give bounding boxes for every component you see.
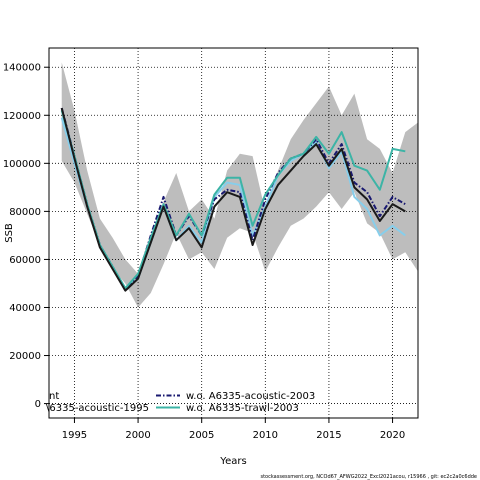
- y-tick-label: 120000: [3, 111, 41, 122]
- y-tick-label: 60000: [9, 255, 41, 266]
- y-tick-label: 40000: [9, 303, 41, 314]
- x-axis-title: Years: [219, 456, 246, 467]
- y-tick-label: 20000: [9, 351, 41, 362]
- y-tick-label: 100000: [3, 159, 41, 170]
- footer-credit: stockassessment.org, NCOd67_AFWG2022_Exc…: [260, 474, 477, 480]
- y-tick-label: 80000: [9, 207, 41, 218]
- series-layer: [60, 107, 406, 292]
- legend-label: w.o. A6335-acoustic-2003: [186, 391, 315, 402]
- x-tick-label: 2015: [316, 430, 341, 441]
- x-tick-label: 2000: [125, 430, 150, 441]
- legend-label: \6335-acoustic-1995: [46, 403, 149, 414]
- x-tick-label: 2020: [380, 430, 405, 441]
- series-line-4: [60, 107, 406, 292]
- legend: nt\6335-acoustic-1995 w.o. A6335-acoustic…: [46, 391, 315, 414]
- legend-label: nt: [49, 391, 59, 402]
- y-ticks: 0 20000 40000 60000 80000 100000 120000 140000: [3, 63, 49, 410]
- y-axis-title: SSB: [4, 223, 15, 243]
- y-tick-label: 0: [35, 399, 41, 410]
- x-tick-label: 2010: [253, 430, 278, 441]
- y-tick-label: 140000: [3, 63, 41, 74]
- series-line-3: [60, 110, 406, 290]
- x-tick-label: 2005: [189, 430, 214, 441]
- x-tick-label: 1995: [62, 430, 87, 441]
- x-ticks: 1995 2000 2005 2010 2015 2020: [62, 418, 405, 441]
- plot-frame: [48, 47, 419, 419]
- legend-label: w.o. A6335-trawl-2003: [186, 403, 299, 414]
